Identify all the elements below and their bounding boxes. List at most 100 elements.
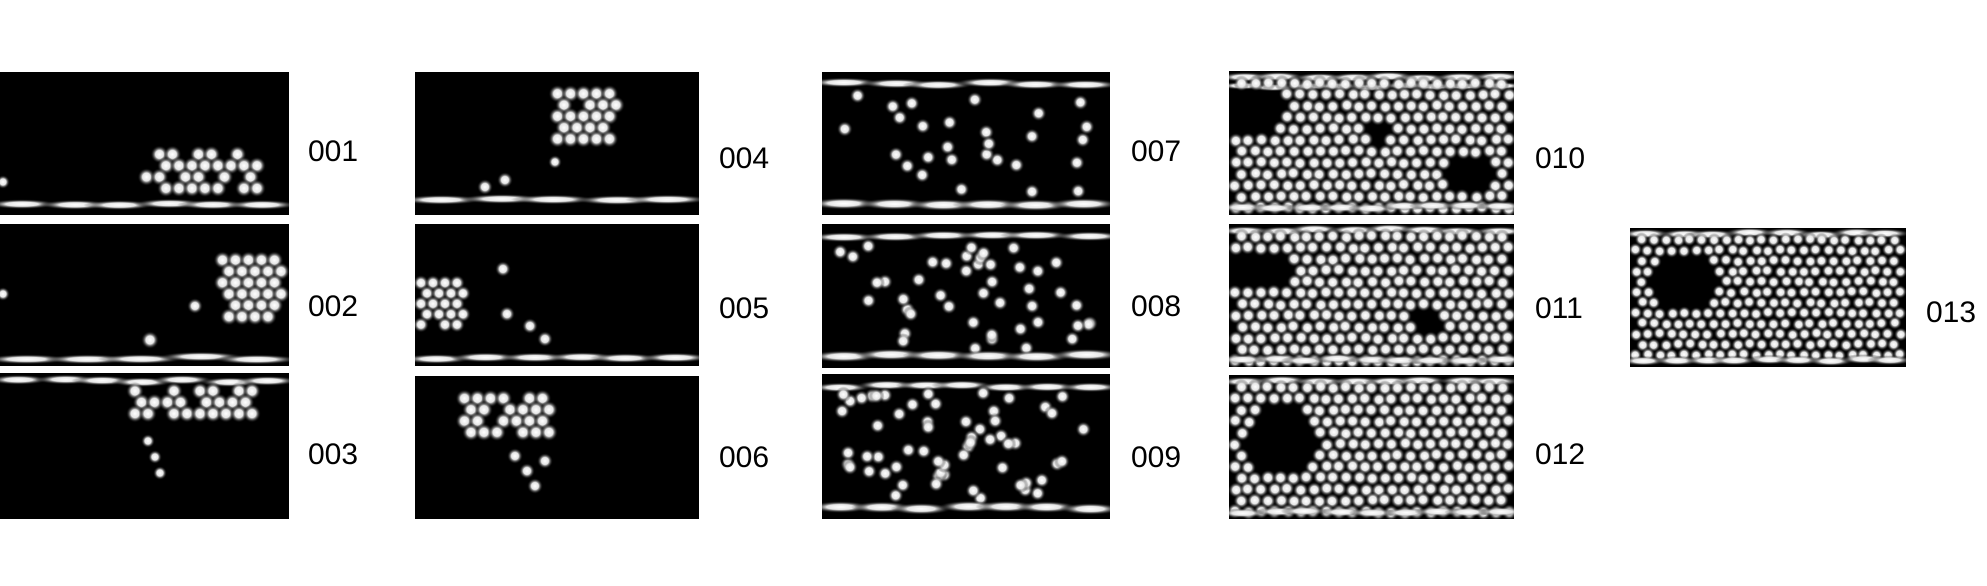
particle: [1239, 480, 1256, 497]
particle: [600, 129, 619, 148]
particle: [1397, 435, 1414, 452]
particle: [1719, 273, 1734, 288]
particle: [888, 146, 905, 163]
particle: [1481, 187, 1498, 204]
particle: [1382, 412, 1399, 429]
particle: [178, 404, 196, 423]
particle: [1029, 485, 1046, 502]
panel-003: [0, 373, 289, 519]
particle: [1772, 326, 1787, 341]
particle: [1239, 154, 1256, 171]
particle: [1874, 296, 1889, 311]
particle-image-005: [415, 224, 699, 366]
particle: [1053, 453, 1070, 470]
particle: [1712, 284, 1727, 299]
particle: [1826, 315, 1841, 330]
particle: [527, 478, 543, 494]
particle: [1500, 480, 1514, 497]
particle: [1797, 285, 1812, 300]
particle: [1682, 316, 1697, 331]
particle: [1856, 284, 1871, 299]
particle: [1493, 492, 1510, 509]
particle-image-003: [0, 373, 289, 519]
particle: [1887, 315, 1902, 330]
particle: [1778, 232, 1793, 247]
panel-label-004: 004: [719, 142, 770, 175]
particle: [1893, 327, 1906, 342]
particle: [1370, 109, 1387, 126]
particle: [1635, 294, 1650, 309]
particle: [1351, 250, 1368, 267]
particle: [982, 256, 999, 273]
particle: [1689, 243, 1704, 258]
particle: [1234, 425, 1251, 442]
particle: [1833, 243, 1848, 258]
particle: [488, 423, 506, 442]
particle: [1441, 355, 1489, 366]
particle: [1713, 306, 1728, 321]
particle: [983, 326, 1000, 343]
particle: [1052, 284, 1069, 301]
particle: [1069, 317, 1086, 334]
particle: [1707, 296, 1722, 311]
particle: [891, 406, 908, 423]
particle: [1754, 337, 1769, 352]
particle: [869, 417, 886, 434]
panel-label-005: 005: [719, 292, 770, 325]
particle: [139, 404, 157, 423]
particle: [966, 91, 983, 108]
particle: [1376, 491, 1393, 508]
particle: [1252, 240, 1269, 257]
particle: [1850, 253, 1865, 268]
particle: [1376, 319, 1393, 336]
particle: [1760, 284, 1775, 299]
particle: [953, 181, 970, 198]
particle: [939, 139, 956, 156]
panel-007: [822, 72, 1110, 215]
particle: [1383, 153, 1400, 170]
particle: [0, 175, 10, 189]
particle-image-012: [1229, 375, 1514, 519]
particle: [1351, 469, 1368, 486]
particle: [1851, 233, 1866, 248]
particle: [191, 404, 209, 423]
particle: [955, 447, 972, 464]
particle: [1389, 250, 1406, 267]
particle: [1345, 435, 1362, 452]
particle: [1821, 285, 1836, 300]
particle: [1390, 295, 1407, 312]
particle: [860, 238, 877, 255]
panel-002: [0, 224, 289, 366]
particle: [0, 374, 50, 385]
particle: [1640, 243, 1655, 258]
particle: [1312, 143, 1329, 160]
particle: [1024, 183, 1041, 200]
particle: [1350, 142, 1367, 159]
particle: [1318, 261, 1335, 278]
particle: [1881, 242, 1896, 257]
particle: [1875, 253, 1890, 268]
panel-006: [415, 376, 699, 519]
particle: [962, 434, 979, 451]
particle: [1766, 253, 1781, 268]
panel-label-002: 002: [308, 290, 359, 323]
particle: [1396, 86, 1413, 103]
particle: [1833, 305, 1848, 320]
particle: [1730, 273, 1745, 288]
particle: [1844, 284, 1859, 299]
particle: [1312, 318, 1329, 335]
particle: [1808, 284, 1823, 299]
particle: [495, 261, 511, 277]
particle: [1047, 197, 1110, 210]
particle: [1868, 263, 1883, 278]
particle: [1500, 412, 1514, 429]
particle: [537, 331, 553, 347]
particle: [1304, 239, 1321, 256]
particle: [217, 404, 235, 423]
particle: [1312, 378, 1329, 395]
particle: [519, 463, 535, 479]
particle: [992, 294, 1009, 311]
panel-005: [415, 224, 699, 366]
particle: [1857, 326, 1872, 341]
particle: [1886, 295, 1901, 310]
